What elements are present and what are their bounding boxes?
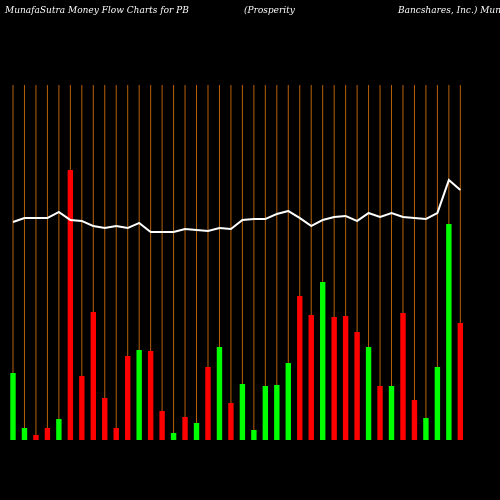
chart-title: (Prosperity [244, 5, 296, 16]
bar [411, 400, 418, 440]
bar [262, 386, 269, 440]
bar [457, 323, 464, 440]
bar [331, 317, 337, 440]
bar [297, 296, 303, 440]
bar [136, 350, 142, 440]
bar [342, 316, 349, 440]
bar [113, 428, 119, 440]
bar [365, 347, 372, 440]
bar [67, 170, 74, 440]
bar [205, 367, 211, 440]
bar [79, 376, 85, 440]
bar [308, 315, 314, 440]
bar [10, 373, 16, 440]
bar [90, 312, 96, 440]
bar [33, 435, 39, 440]
bar [423, 418, 429, 440]
bar [193, 423, 200, 440]
bar [125, 356, 131, 440]
bar [274, 385, 280, 440]
bar [159, 411, 165, 440]
bar [21, 428, 28, 440]
bar [102, 398, 108, 440]
bar [434, 367, 441, 440]
bar [216, 347, 223, 440]
money-flow-line [12, 178, 461, 233]
bar [239, 384, 246, 440]
bar [285, 363, 291, 440]
bar [56, 419, 62, 440]
chart-title: Bancshares, Inc.) Mun [397, 5, 500, 16]
chart-title: MunafaSutra Money Flow Charts for PB [4, 6, 189, 16]
bar [228, 403, 234, 440]
bar [354, 332, 360, 440]
bar [319, 282, 326, 440]
bar [377, 386, 383, 440]
bar [400, 313, 406, 440]
bar [182, 417, 188, 440]
bar [147, 351, 154, 440]
bar [44, 428, 51, 440]
bar [446, 224, 452, 440]
bar [251, 430, 257, 440]
bar [170, 433, 177, 440]
bar [388, 386, 395, 440]
